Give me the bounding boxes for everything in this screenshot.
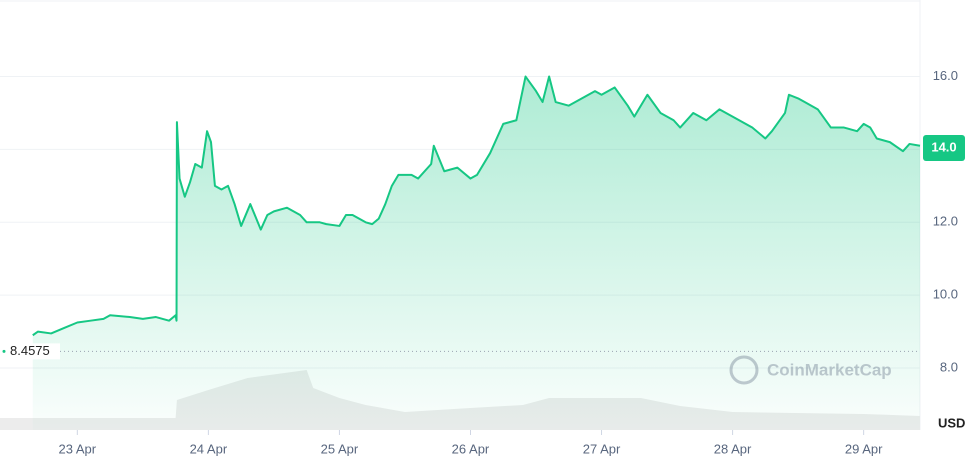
currency-label: USD [938, 415, 965, 430]
x-tick-label: 28 Apr [714, 441, 752, 456]
x-tick-label: 26 Apr [452, 441, 490, 456]
reference-label-bg [2, 343, 60, 360]
watermark: CoinMarketCap [729, 355, 892, 385]
last-price-badge [923, 134, 965, 161]
x-tick-label: 24 Apr [190, 441, 228, 456]
watermark-logo [729, 355, 759, 385]
x-tick-label: 27 Apr [583, 441, 621, 456]
reference-label: 8.4575 [10, 343, 50, 358]
x-tick-label: 25 Apr [321, 441, 359, 456]
x-tick-label: 23 Apr [59, 441, 97, 456]
y-tick-label: 12.0 [933, 214, 958, 229]
watermark-text: CoinMarketCap [767, 360, 892, 379]
y-tick-label: 16.0 [933, 68, 958, 83]
y-tick-label: 10.0 [933, 287, 958, 302]
y-tick-label: 8.0 [940, 359, 958, 374]
last-price-label: 14.0 [931, 139, 956, 154]
price-line [32, 75, 921, 337]
x-tick-label: 29 Apr [845, 441, 883, 456]
reference-dot [2, 349, 6, 353]
price-area [32, 76, 920, 430]
